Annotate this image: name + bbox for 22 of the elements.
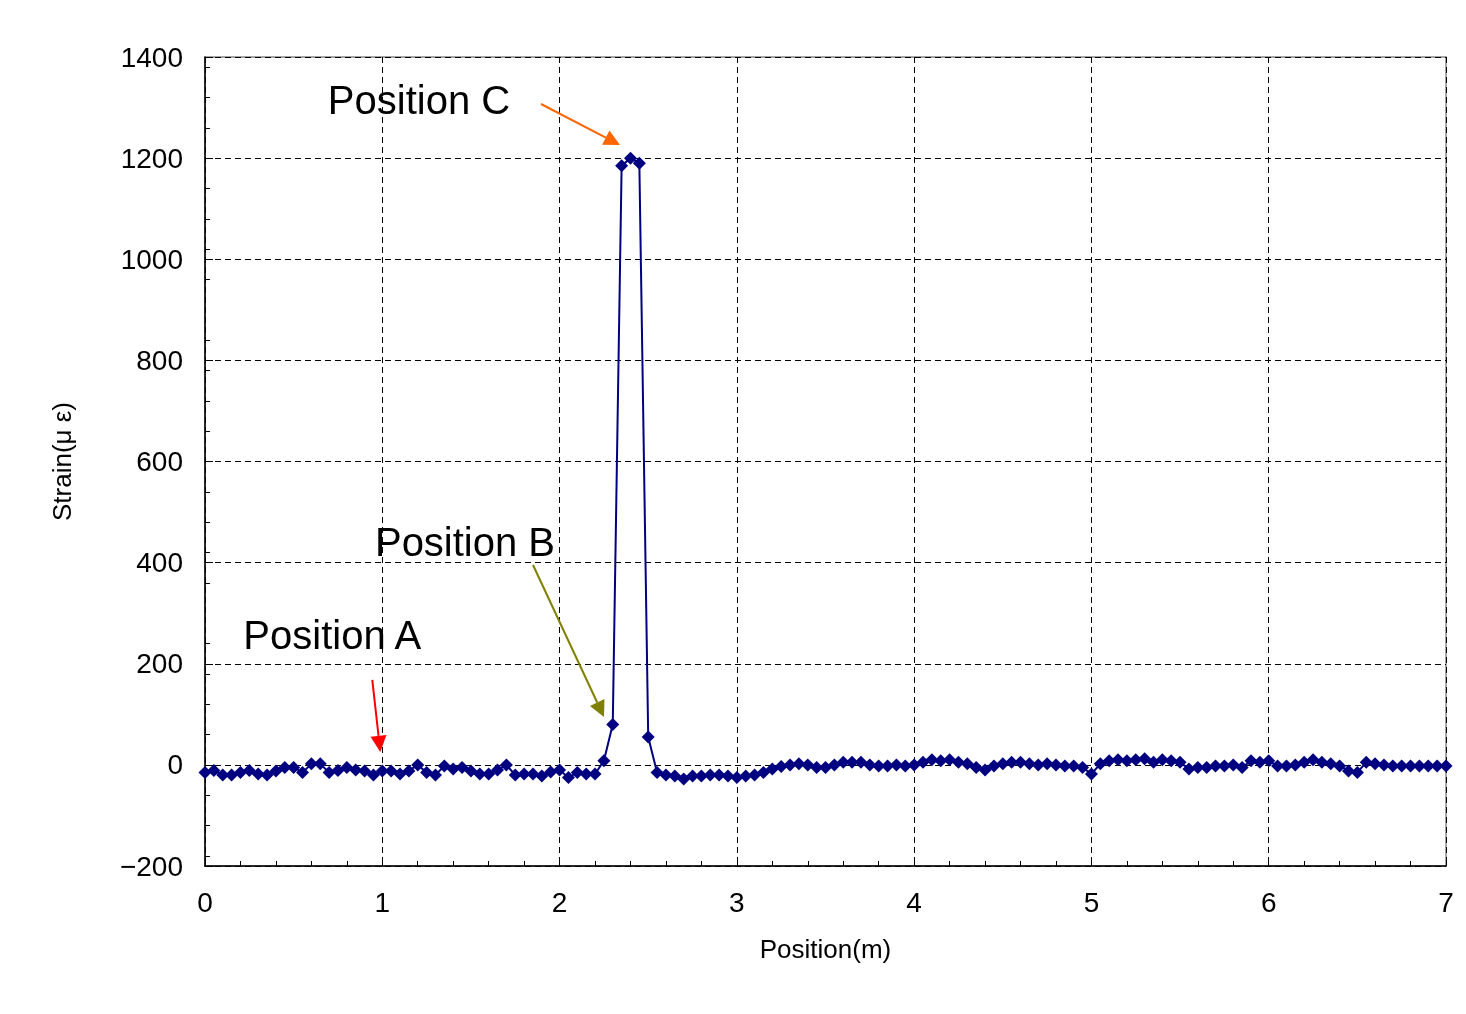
x-tick-label: 1 [374, 886, 391, 918]
y-tick-label: 600 [136, 446, 183, 477]
y-tick-label: 800 [136, 344, 183, 376]
x-tick-label: 0 [197, 886, 213, 918]
x-tick-label: 7 [1438, 886, 1454, 918]
annotation: Position A [243, 612, 422, 658]
x-tick-label: 6 [1260, 886, 1277, 918]
x-tick-label: 2 [551, 886, 568, 918]
annotation: Position C [327, 77, 511, 123]
y-tick-label: 400 [136, 547, 183, 579]
y-tick-label: 0 [167, 749, 183, 781]
y-tick-label: 1000 [120, 243, 183, 275]
y-axis-title: Strain(μ ε) [47, 401, 77, 522]
x-tick-label: 3 [729, 886, 745, 918]
y-tick-label: −200 [119, 850, 183, 882]
x-tick-label: 5 [1083, 886, 1100, 918]
y-tick-label: 1400 [120, 41, 183, 73]
y-tick-label: 1200 [120, 142, 183, 174]
x-tick-label: 4 [906, 886, 922, 918]
x-axis-title: Position(m) [759, 934, 892, 964]
annotation: Position B [374, 519, 556, 565]
y-tick-label: 200 [136, 648, 183, 680]
